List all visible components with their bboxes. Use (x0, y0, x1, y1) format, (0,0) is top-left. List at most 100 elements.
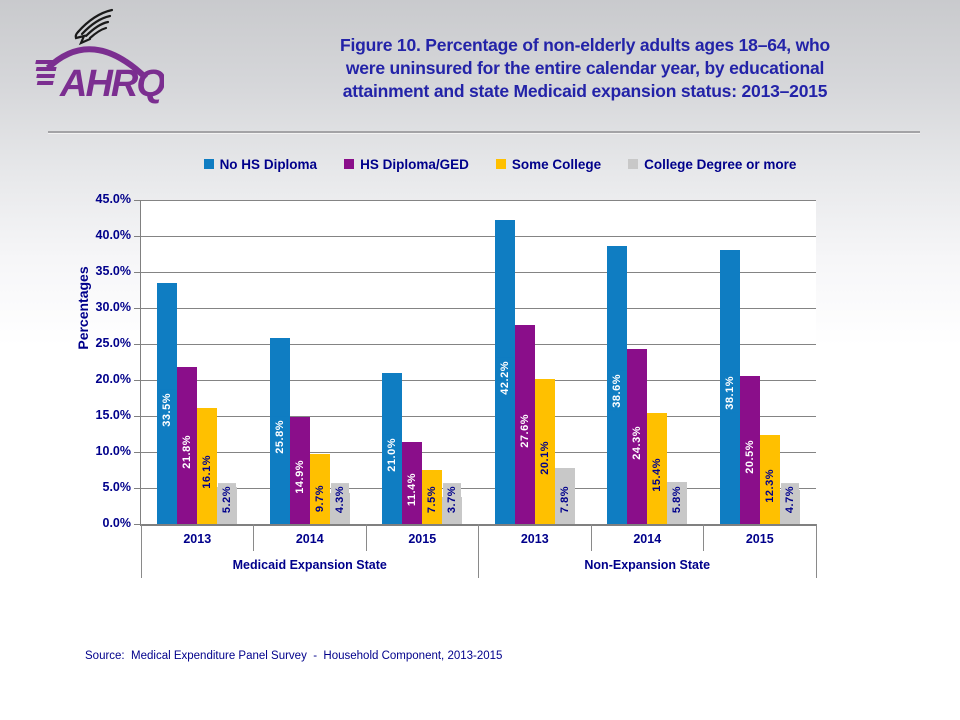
y-tick-label: 20.0% (95, 372, 131, 386)
legend-label: HS Diploma/GED (360, 156, 469, 172)
year-label: 2014 (633, 532, 662, 546)
y-axis-tick (134, 523, 141, 525)
bar-value-text: 7.8% (555, 482, 574, 516)
bar: 4.7% (779, 482, 800, 524)
bar: 21.0% (382, 372, 403, 524)
y-tick-label: 25.0% (95, 336, 131, 350)
bar-value-label: 15.4% (648, 454, 667, 495)
title-line-3: attainment and state Medicaid expansion … (342, 81, 828, 101)
legend-item: No HS Diploma (203, 156, 318, 172)
group-divider (815, 524, 817, 578)
y-tick-label: 0.0% (102, 516, 132, 530)
y-axis-tick (134, 487, 141, 489)
legend-swatch-3 (495, 159, 506, 169)
bar-value-label: 21.0% (383, 434, 402, 475)
bar-value-label: 14.9% (290, 456, 309, 497)
bar-value-text: 24.3% (628, 422, 647, 463)
bar: 16.1% (197, 408, 218, 524)
bar: 12.3% (759, 435, 780, 524)
title-line-1: Figure 10. Percentage of non-elderly adu… (339, 35, 831, 55)
y-tick-label: 5.0% (102, 480, 132, 494)
y-tick-label: 35.0% (95, 264, 131, 278)
bar-value-label: 12.3% (760, 466, 779, 506)
bar-value-label: 20.5% (740, 436, 759, 477)
bar-value-label: 4.3% (330, 482, 349, 516)
legend-label: College Degree or more (644, 156, 797, 172)
bar: 3.7% (442, 482, 463, 524)
year-divider (253, 524, 254, 551)
y-tick-label: 45.0% (95, 192, 131, 206)
bar-value-label: 4.7% (780, 482, 799, 516)
bar-value-label: 3.7% (443, 482, 462, 516)
year-label: 2015 (745, 532, 774, 546)
group-label: Non-Expansion State (584, 558, 711, 572)
bar-value-text: 20.5% (740, 436, 759, 477)
y-tick-label: 30.0% (95, 300, 131, 314)
bar-value-label: 42.2% (495, 358, 514, 399)
bar-value-label: 27.6% (515, 410, 534, 451)
bar-value-text: 25.8% (270, 417, 289, 458)
y-axis-tick (134, 343, 141, 345)
year-label: 2015 (408, 532, 437, 546)
bar: 15.4% (647, 413, 668, 524)
bar: 14.9% (289, 416, 310, 524)
gridline (141, 271, 816, 273)
bar-value-text: 21.8% (178, 431, 197, 472)
bar-value-text: 12.3% (760, 466, 779, 506)
bar-value-text: 21.0% (383, 434, 402, 475)
bar: 5.2% (217, 482, 238, 524)
bar-value-label: 5.2% (218, 482, 237, 516)
bar: 33.5% (157, 282, 178, 524)
year-label: 2013 (520, 532, 549, 546)
y-axis-tick (134, 451, 141, 453)
ahrq-logo: AHRQ (34, 4, 167, 108)
bar-value-label: 5.8% (668, 482, 687, 516)
gridline (141, 199, 816, 201)
bar: 25.8% (269, 338, 290, 524)
gridline (141, 379, 816, 381)
legend-item: HS Diploma/GED (344, 157, 469, 172)
year-label: 2013 (183, 532, 212, 546)
y-axis-tick (134, 379, 141, 381)
legend-item: Some College (495, 156, 602, 172)
year-divider (590, 524, 592, 551)
bar-value-text: 15.4% (648, 454, 667, 495)
bar-value-text: 11.4% (403, 469, 422, 509)
bar: 5.8% (667, 482, 688, 524)
bar-value-text: 3.7% (443, 482, 462, 516)
bar: 9.7% (309, 454, 330, 524)
bar-value-text: 14.9% (290, 456, 309, 497)
bar-value-label: 24.3% (628, 422, 647, 463)
bar-value-label: 7.8% (555, 482, 574, 516)
legend-item: College Degree or more (628, 157, 796, 172)
bar: 24.3% (627, 349, 648, 524)
bar-value-text: 16.1% (198, 452, 217, 493)
legend-swatch-2 (344, 159, 355, 169)
gridline (141, 415, 816, 417)
bar-value-label: 11.4% (403, 469, 422, 509)
bar-value-label: 9.7% (310, 482, 329, 516)
bar-value-label: 38.6% (608, 371, 627, 412)
legend-label: Some College (511, 156, 602, 172)
plot-area: 0.0% 5.0% 10.0% 15.0% 20.0% 25.0% 30.0% 35.0% 40… (96, 192, 817, 578)
bar-value-label: 33.5% (158, 389, 177, 430)
bar-value-text: 27.6% (515, 410, 534, 451)
bar: 11.4% (402, 441, 423, 524)
gridline (141, 307, 816, 309)
legend-swatch-4 (628, 159, 639, 169)
bar-value-label: 7.5% (423, 482, 442, 516)
bar-value-text: 42.2% (495, 358, 514, 399)
bar-value-text: 38.6% (608, 371, 627, 412)
gridline (141, 235, 816, 237)
gridline (141, 343, 816, 345)
bar: 27.6% (514, 325, 535, 524)
y-tick-label: 10.0% (95, 444, 131, 458)
legend-label: No HS Diploma (219, 156, 318, 172)
bar-value-text: 5.8% (668, 482, 687, 516)
y-axis-tick (134, 235, 141, 237)
bar: 42.2% (494, 220, 515, 524)
bar-value-label: 25.8% (270, 417, 289, 458)
group-divider (478, 524, 479, 578)
bar-value-label: 21.8% (178, 431, 197, 472)
gridline (141, 451, 816, 453)
